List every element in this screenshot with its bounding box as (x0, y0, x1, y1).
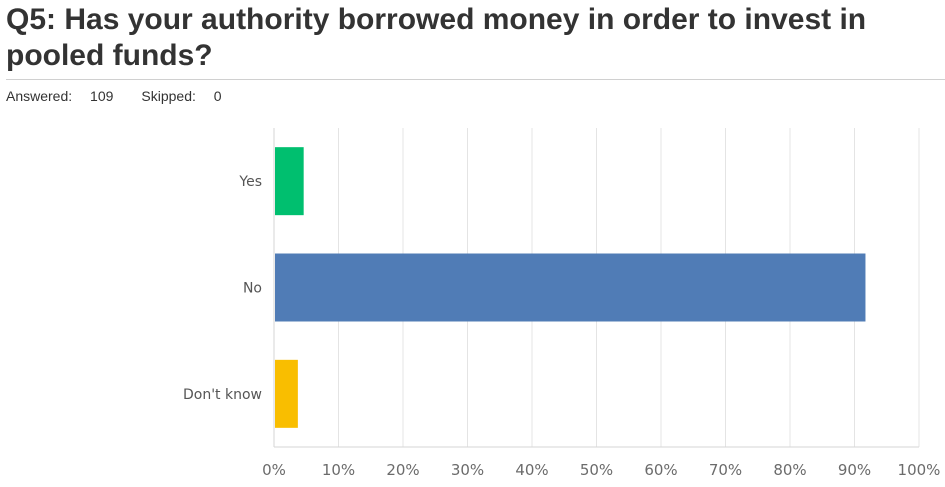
skipped-label: Skipped: (141, 88, 196, 104)
bar (275, 147, 304, 216)
x-tick-label: 80% (773, 461, 806, 479)
category-label: No (243, 281, 262, 297)
skipped-count: 0 (213, 88, 222, 104)
question-title: Q5: Has your authority borrowed money in… (6, 3, 867, 72)
x-tick-label: 50% (580, 461, 613, 479)
x-tick-label: 0% (262, 461, 286, 479)
x-tick-label: 70% (709, 461, 742, 479)
answered-stat: Answered: 109 (6, 88, 127, 104)
x-tick-label: 40% (515, 461, 548, 479)
answered-count: 109 (90, 88, 114, 104)
skipped-stat: Skipped: 0 (141, 88, 235, 104)
title-divider (6, 79, 945, 80)
x-tick-label: 20% (386, 461, 419, 479)
x-tick-label: 10% (322, 461, 355, 479)
x-tick-label: 30% (451, 461, 484, 479)
response-stats: Answered: 109 Skipped: 0 (6, 88, 250, 104)
bar (275, 359, 298, 428)
x-tick-label: 90% (838, 461, 871, 479)
bar (275, 253, 866, 322)
x-tick-label: 60% (644, 461, 677, 479)
answered-label: Answered: (6, 88, 73, 104)
category-label: Don't know (183, 387, 262, 403)
x-tick-label: 100% (898, 461, 941, 479)
category-label: Yes (238, 174, 262, 190)
bar-chart: 0% 10% 20% 30% 40% 50% 60% 70% 80% 90% 100% Yes No Do… (183, 128, 941, 479)
